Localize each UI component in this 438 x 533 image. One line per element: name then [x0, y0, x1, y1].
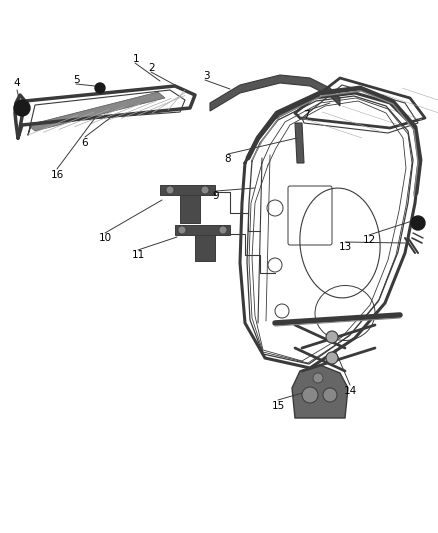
Circle shape: [323, 388, 337, 402]
Text: 1: 1: [133, 54, 139, 64]
Text: 6: 6: [82, 138, 88, 148]
Text: 11: 11: [131, 250, 145, 260]
Text: 7: 7: [303, 110, 309, 120]
Text: 4: 4: [14, 78, 20, 88]
Circle shape: [411, 216, 425, 230]
Text: 2: 2: [148, 63, 155, 73]
Text: 14: 14: [343, 386, 357, 396]
Text: 8: 8: [225, 154, 231, 164]
Text: 15: 15: [272, 401, 285, 411]
Circle shape: [14, 100, 30, 116]
Text: 3: 3: [203, 71, 209, 81]
Circle shape: [313, 373, 323, 383]
Polygon shape: [28, 92, 165, 131]
Text: 12: 12: [362, 235, 376, 245]
Polygon shape: [180, 193, 200, 223]
Text: 13: 13: [339, 242, 352, 252]
Circle shape: [326, 352, 338, 364]
Polygon shape: [175, 225, 230, 235]
Circle shape: [166, 186, 174, 194]
Text: 16: 16: [50, 170, 64, 180]
Polygon shape: [295, 123, 304, 163]
Circle shape: [219, 226, 227, 234]
Polygon shape: [160, 185, 215, 195]
Circle shape: [201, 186, 209, 194]
Text: 10: 10: [99, 233, 112, 243]
Polygon shape: [195, 233, 215, 261]
Polygon shape: [292, 365, 348, 418]
Polygon shape: [210, 75, 340, 111]
Circle shape: [178, 226, 186, 234]
Text: 5: 5: [73, 75, 79, 85]
Circle shape: [95, 83, 105, 93]
Text: 9: 9: [213, 191, 219, 201]
Circle shape: [302, 387, 318, 403]
Circle shape: [326, 331, 338, 343]
